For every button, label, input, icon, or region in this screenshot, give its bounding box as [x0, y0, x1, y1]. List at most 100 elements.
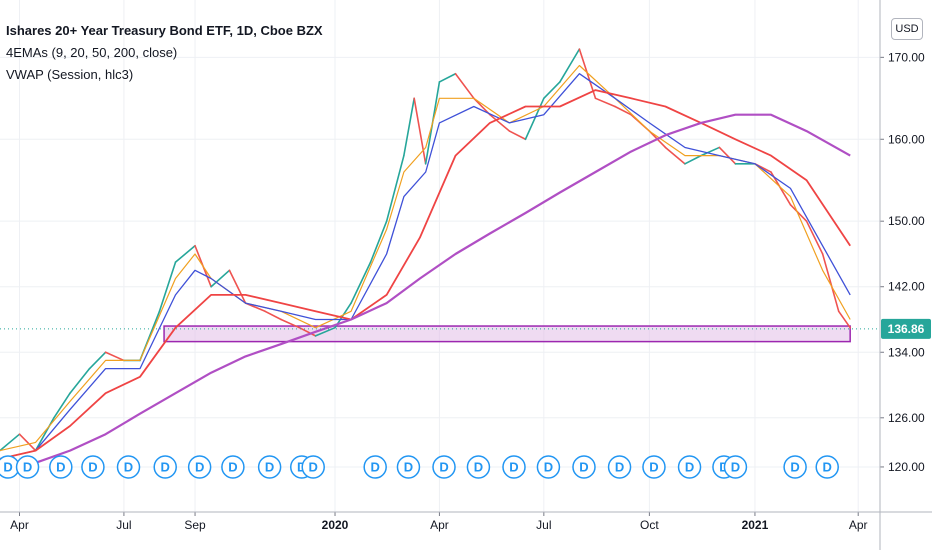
dividend-marker-circle	[677, 455, 702, 479]
price-segment	[0, 433, 21, 452]
dividend-marker-circle	[257, 455, 282, 479]
dividend-marker-circle	[15, 455, 40, 479]
last-price-label-bg	[881, 318, 931, 339]
dividend-marker-circle	[642, 455, 666, 479]
x-tick-label: Apr	[430, 518, 449, 532]
series-ema-9-line	[0, 64, 851, 452]
price-segment	[369, 220, 388, 263]
price-segment	[298, 326, 317, 337]
dividend-marker-label: D	[649, 460, 658, 475]
price-segment	[700, 146, 721, 157]
dividend-marker-label: D	[3, 460, 12, 475]
dividend-marker-circle	[363, 455, 387, 479]
dividend-marker-label: D	[579, 460, 588, 475]
dividend-marker: D	[815, 455, 839, 479]
dividend-marker-circle	[536, 455, 561, 479]
price-segment	[578, 48, 597, 100]
dividend-marker-circle	[432, 455, 456, 479]
price-segment	[413, 97, 427, 165]
dividend-marker: D	[502, 455, 526, 479]
dividend-marker-circle	[466, 455, 491, 479]
vwap-indicator-label[interactable]: VWAP (Session, hlc3)	[6, 67, 134, 82]
dividend-marker-circle	[49, 455, 73, 479]
dividend-marker-label: D	[88, 460, 97, 475]
dividend-marker-circle	[187, 455, 212, 479]
y-tick-label: 126.00	[888, 411, 925, 425]
dividend-marker-circle	[815, 455, 839, 479]
dividend-marker: D	[49, 455, 73, 479]
support-zone	[163, 325, 851, 343]
price-segment	[34, 416, 55, 452]
price-segment	[559, 48, 581, 83]
dividend-marker-label: D	[56, 460, 65, 475]
dividend-marker-circle	[221, 455, 245, 479]
dividend-marker-label: D	[161, 460, 170, 475]
price-segment	[104, 351, 125, 362]
x-tick-label: Apr	[849, 518, 868, 532]
dividend-marker-circle	[116, 455, 141, 479]
price-segment	[489, 113, 511, 132]
price-segment	[664, 146, 686, 165]
price-segment	[789, 204, 808, 222]
dividend-marker-label: D	[685, 460, 694, 475]
dividend-marker: D	[536, 455, 561, 479]
y-tick-label: 134.00	[888, 345, 925, 359]
series-layer	[0, 48, 880, 473]
dividend-marker-circle	[396, 455, 421, 479]
dividend-marker: D	[15, 455, 40, 479]
dividend-marker: D	[607, 455, 632, 479]
price-segment	[158, 261, 177, 313]
series-ema-20-line	[0, 73, 851, 460]
ema-indicator-label[interactable]: 4EMAs (9, 20, 50, 200, close)	[6, 45, 178, 60]
dividend-marker-label: D	[265, 460, 274, 475]
support-zone-rect	[163, 325, 851, 343]
price-segment	[174, 244, 196, 263]
dividend-marker-label: D	[509, 460, 518, 475]
dividend-marker-label: D	[823, 460, 832, 475]
dividend-marker: D	[81, 455, 105, 479]
price-segment	[543, 81, 561, 100]
price-segment	[821, 253, 840, 313]
dividend-marker-label: D	[731, 460, 740, 475]
x-tick-label: Apr	[10, 518, 29, 532]
price-segment	[454, 72, 475, 100]
series-ema-200-line	[0, 113, 851, 473]
dividend-marker-circle	[607, 455, 632, 479]
price-segment	[837, 310, 851, 329]
chart-legend: Ishares 20+ Year Treasury Bond ETF, 1D, …	[6, 20, 323, 86]
dividend-marker-circle	[783, 455, 807, 479]
dividend-marker-label: D	[309, 460, 318, 475]
dividend-marker-label: D	[195, 460, 204, 475]
price-segment	[350, 261, 372, 304]
dividend-marker: D	[432, 455, 456, 479]
dividend-marker-circle	[502, 455, 526, 479]
dividend-marker: D	[723, 455, 748, 479]
dividend-marker: D	[677, 455, 702, 479]
dividend-marker-label: D	[228, 460, 237, 475]
dividend-marker: D	[466, 455, 491, 479]
x-tick-label: Oct	[640, 518, 659, 532]
dividend-marker: D	[572, 455, 596, 479]
last-price-label: 136.86	[888, 322, 925, 336]
price-segment	[88, 351, 107, 370]
dividend-markers: DDDDDDDDDDDDDDDDDDDDDDDDD	[0, 455, 839, 479]
y-tick-label: 150.00	[888, 214, 925, 228]
currency-button[interactable]: USD	[891, 18, 923, 40]
price-segment	[594, 97, 616, 108]
price-segment	[53, 392, 71, 419]
dividend-marker-label: D	[790, 460, 799, 475]
x-tick-label: 2021	[742, 518, 769, 532]
dividend-marker-label: D	[615, 460, 624, 475]
dividend-marker: D	[187, 455, 212, 479]
dividend-marker-circle	[301, 455, 325, 479]
price-segment	[385, 154, 405, 222]
dividend-marker: D	[642, 455, 666, 479]
y-tick-label: 142.00	[888, 280, 925, 294]
price-segment	[438, 72, 457, 83]
dividend-marker-label: D	[404, 460, 413, 475]
price-segment	[403, 97, 415, 157]
